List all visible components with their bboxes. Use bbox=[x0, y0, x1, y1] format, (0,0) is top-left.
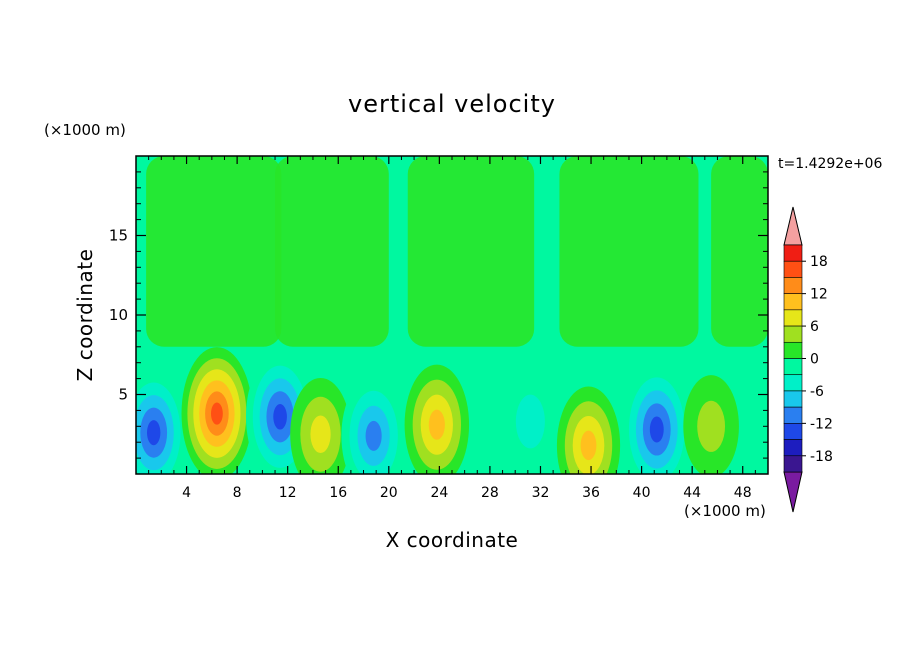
contour-level bbox=[580, 430, 597, 461]
x-tick-label: 36 bbox=[582, 485, 600, 501]
contour-cell bbox=[290, 377, 351, 474]
y-unit-label: (×1000 m) bbox=[44, 121, 126, 139]
colorbar-bin bbox=[783, 244, 803, 262]
colorbar-tick-label: -12 bbox=[810, 416, 833, 432]
plot-area bbox=[136, 156, 768, 474]
colorbar-bin bbox=[783, 406, 803, 424]
x-axis: 4 8 12 16 20 24 28 32 36 40 44 48 bbox=[148, 156, 756, 501]
y-axis: 5 10 15 bbox=[109, 171, 768, 459]
colorbar-tick-label: 18 bbox=[810, 254, 828, 270]
contour-cell bbox=[501, 367, 560, 474]
colorbar: -18 -12 -6 0 6 12 18 bbox=[783, 206, 833, 513]
x-tick-label: 44 bbox=[683, 485, 701, 501]
contour-cell bbox=[341, 375, 406, 474]
background-bands bbox=[146, 156, 768, 347]
x-tick-label: 32 bbox=[532, 485, 550, 501]
colorbar-bin bbox=[783, 293, 803, 311]
colorbar-bin bbox=[783, 341, 803, 359]
contour-cell bbox=[556, 386, 621, 474]
x-tick-label: 16 bbox=[329, 485, 347, 501]
colorbar-tick-label: 0 bbox=[810, 352, 819, 368]
contour-cell bbox=[136, 370, 188, 474]
contour-level bbox=[273, 403, 287, 430]
y-tick-label: 5 bbox=[118, 386, 128, 404]
y-tick-label: 15 bbox=[109, 227, 128, 245]
colorbar-upper-arrow bbox=[783, 206, 803, 246]
y-tick-label: 10 bbox=[109, 306, 128, 324]
contour-level bbox=[649, 416, 664, 443]
x-axis-label: X coordinate bbox=[386, 528, 519, 552]
contour-level bbox=[515, 394, 545, 449]
colorbar-bin bbox=[783, 325, 803, 343]
x-tick-label: 20 bbox=[380, 485, 398, 501]
x-tick-label: 40 bbox=[633, 485, 651, 501]
colorbar-bin bbox=[783, 358, 803, 376]
contour-level bbox=[310, 415, 331, 454]
time-label: t=1.4292e+06 bbox=[778, 156, 882, 172]
colorbar-tick-label: 6 bbox=[810, 319, 819, 335]
y-axis-label: Z coordinate bbox=[73, 249, 97, 382]
colorbar-bin bbox=[783, 390, 803, 408]
colorbar-bin bbox=[783, 374, 803, 392]
contour-level bbox=[210, 402, 223, 425]
positive-band bbox=[559, 156, 699, 347]
x-tick-label: 12 bbox=[279, 485, 297, 501]
colorbar-tick-label: -18 bbox=[810, 449, 833, 465]
contour-level bbox=[146, 420, 161, 446]
positive-band bbox=[711, 156, 768, 347]
x-tick-label: 8 bbox=[233, 485, 242, 501]
positive-band bbox=[275, 156, 389, 347]
contour-cell bbox=[683, 375, 739, 474]
x-tick-label: 28 bbox=[481, 485, 499, 501]
x-tick-label: 48 bbox=[734, 485, 752, 501]
contour-level bbox=[428, 409, 445, 440]
contour-cell bbox=[622, 364, 692, 474]
colorbar-bin bbox=[783, 439, 803, 457]
x-tick-label: 4 bbox=[182, 485, 191, 501]
contour-cell bbox=[404, 364, 470, 474]
colorbar-lower-arrow bbox=[783, 471, 803, 513]
colorbar-tick-label: 12 bbox=[810, 287, 828, 303]
colorbar-bin bbox=[783, 455, 803, 473]
colorbar-tick-label: -6 bbox=[810, 384, 824, 400]
positive-band bbox=[146, 156, 282, 347]
contour-level bbox=[697, 400, 726, 452]
contour-level bbox=[365, 420, 382, 451]
chart-title: vertical velocity bbox=[348, 90, 556, 118]
colorbar-bin bbox=[783, 277, 803, 294]
contour-features bbox=[136, 347, 739, 474]
contour-cell bbox=[181, 347, 253, 474]
colorbar-bin bbox=[783, 309, 803, 327]
colorbar-bin bbox=[783, 260, 803, 278]
x-unit-label: (×1000 m) bbox=[684, 502, 766, 520]
positive-band bbox=[407, 156, 535, 347]
colorbar-bin bbox=[783, 423, 803, 440]
x-tick-label: 24 bbox=[430, 485, 448, 501]
